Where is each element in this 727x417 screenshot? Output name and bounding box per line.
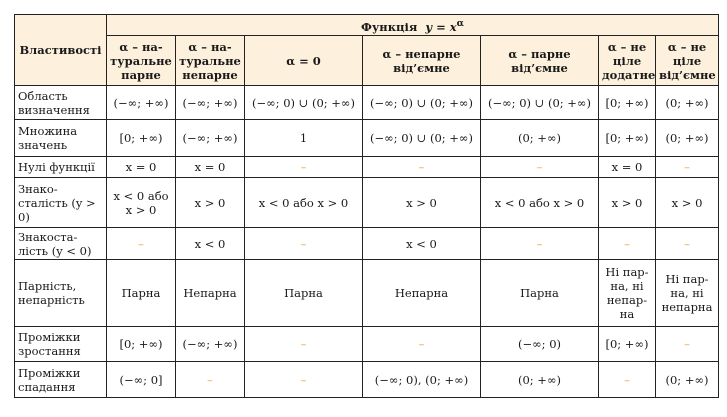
table-cell: [0; +∞)	[598, 326, 656, 362]
table-cell: Парна	[480, 259, 599, 327]
table-row: Множина значень [0; +∞) (−∞; +∞) 1 (−∞; 0) ∪…	[14, 119, 720, 157]
table-cell: –	[362, 326, 481, 362]
property-label: Парність, непарність	[14, 259, 107, 327]
table-cell: x > 0	[175, 177, 245, 228]
table-cell: –	[244, 156, 363, 178]
property-label: Область визначення	[14, 85, 107, 120]
table-cell: –	[598, 227, 656, 260]
table-cell: –	[106, 227, 176, 260]
table-cell: (−∞; 0)	[480, 326, 599, 362]
table-cell: Парна	[106, 259, 176, 327]
table-cell: x = 0	[106, 156, 176, 178]
table-cell: (−∞; +∞)	[175, 326, 245, 362]
column-header: α – на-туральне парне	[106, 35, 176, 86]
table-cell: x = 0	[175, 156, 245, 178]
table-cell: (0; +∞)	[654, 119, 720, 157]
property-label: Знакоста-лість (y < 0)	[14, 227, 107, 260]
table-cell: (−∞; 0) ∪ (0; +∞)	[244, 85, 363, 120]
table-cell: (−∞; 0) ∪ (0; +∞)	[362, 85, 481, 120]
table-cell: (−∞; +∞)	[175, 85, 245, 120]
table-cell: [0; +∞)	[106, 326, 176, 362]
table-cell: x < 0	[175, 227, 245, 260]
table-row: Проміжки спадання (−∞; 0] – – (−∞; 0), (0; +…	[14, 361, 720, 398]
table-cell: (−∞; +∞)	[106, 85, 176, 120]
table-cell: Ні пар-на, ні непар-на	[598, 259, 656, 327]
table-cell: (0; +∞)	[654, 361, 720, 398]
table-cell: (0; +∞)	[480, 361, 599, 398]
property-label: Проміжки спадання	[14, 361, 107, 398]
table-cell: x > 0	[362, 177, 481, 228]
table-cell: (−∞; 0]	[106, 361, 176, 398]
column-header: α – не ціле від’ємне	[654, 35, 720, 86]
table-cell: [0; +∞)	[106, 119, 176, 157]
properties-table: Властивості Функція y = xα α – на-тураль…	[14, 14, 720, 398]
table-cell: –	[244, 326, 363, 362]
table-cell: [0; +∞)	[598, 85, 656, 120]
table-cell: Непарна	[362, 259, 481, 327]
property-label: Знако-сталість (y > 0)	[14, 177, 107, 228]
table-cell: –	[480, 227, 599, 260]
table-cell: Ні пар-на, ні непарна	[654, 259, 720, 327]
table-cell: 1	[244, 119, 363, 157]
table-row: Знакоста-лість (y < 0) – x < 0– x < 0– – –	[14, 227, 720, 260]
property-label: Множина значень	[14, 119, 107, 157]
table-cell: –	[244, 227, 363, 260]
column-header: α – непарне від’ємне	[362, 35, 481, 86]
table-cell: –	[598, 361, 656, 398]
property-label: Нулі функції	[14, 156, 107, 178]
column-header: α – парне від’ємне	[480, 35, 599, 86]
column-header: α = 0	[244, 35, 363, 86]
table-cell: Непарна	[175, 259, 245, 327]
table-cell: (0; +∞)	[654, 85, 720, 120]
function-header: Функція y = xα	[105, 14, 720, 36]
table-cell: x < 0 або x > 0	[106, 177, 176, 228]
table-cell: –	[654, 326, 720, 362]
table-cell: –	[480, 156, 599, 178]
table-cell: –	[175, 361, 245, 398]
table-row: Парність, непарність Парна Непарна Парна Неп…	[14, 259, 720, 327]
table-cell: x < 0	[362, 227, 481, 260]
table-cell: [0; +∞)	[598, 119, 656, 157]
table-cell: –	[654, 156, 720, 178]
column-header: α – не ціле додатне	[598, 35, 656, 86]
table-cell: (−∞; 0) ∪ (0; +∞)	[480, 85, 599, 120]
table-cell: x > 0	[598, 177, 656, 228]
table-cell: –	[244, 361, 363, 398]
table-cell: –	[362, 156, 481, 178]
table-cell: (−∞; 0) ∪ (0; +∞)	[362, 119, 481, 157]
table-cell: x = 0	[598, 156, 656, 178]
column-header: α – на-туральне непарне	[175, 35, 245, 86]
table-cell: x < 0 або x > 0	[244, 177, 363, 228]
properties-header: Властивості	[14, 14, 107, 86]
table-cell: (−∞; +∞)	[175, 119, 245, 157]
table-cell: Парна	[244, 259, 363, 327]
table-cell: –	[654, 227, 720, 260]
table-row: Область визначення (−∞; +∞) (−∞; +∞) (−∞; 0…	[14, 85, 720, 120]
table-row: Проміжки зростання [0; +∞) (−∞; +∞) – – (−∞; …	[14, 326, 720, 362]
table-cell: x < 0 або x > 0	[480, 177, 599, 228]
table-cell: (−∞; 0), (0; +∞)	[362, 361, 481, 398]
table-cell: (0; +∞)	[480, 119, 599, 157]
table-cell: x > 0	[654, 177, 720, 228]
property-label: Проміжки зростання	[14, 326, 107, 362]
